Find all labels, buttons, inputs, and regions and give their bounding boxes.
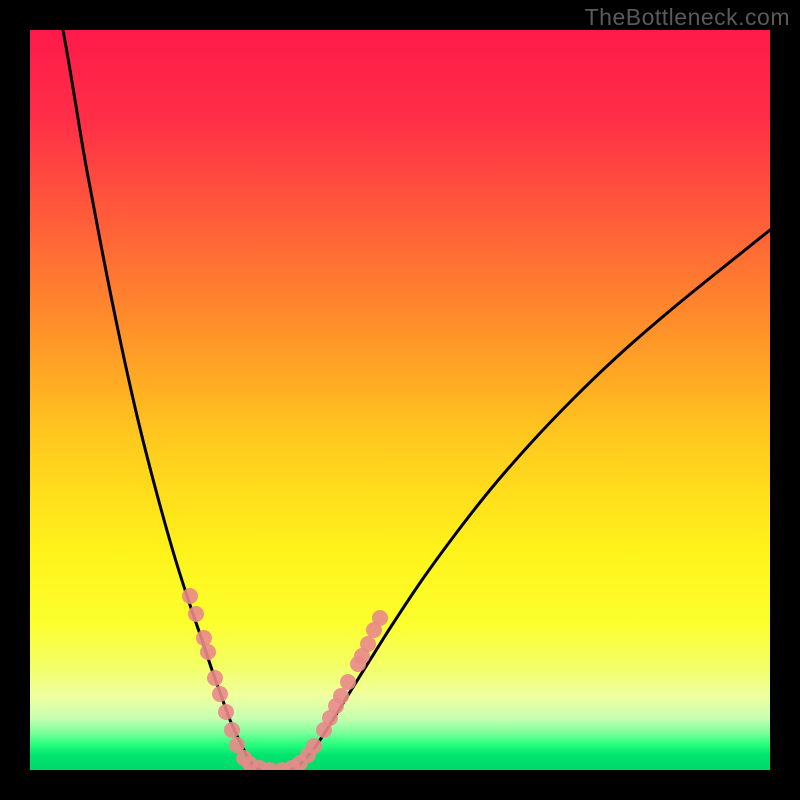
data-point — [333, 688, 349, 704]
plot-area — [30, 30, 770, 770]
data-point — [196, 630, 212, 646]
chart-svg — [30, 30, 770, 770]
data-point — [218, 704, 234, 720]
watermark-text: TheBottleneck.com — [585, 4, 790, 31]
data-point — [360, 636, 376, 652]
chart-container: TheBottleneck.com — [0, 0, 800, 800]
gradient-background — [30, 30, 770, 770]
data-point — [224, 722, 240, 738]
data-point — [306, 738, 322, 754]
data-point — [340, 674, 356, 690]
data-point — [212, 686, 228, 702]
data-point — [207, 670, 223, 686]
data-point — [182, 588, 198, 604]
data-point — [372, 610, 388, 626]
data-point — [200, 644, 216, 660]
data-point — [188, 606, 204, 622]
